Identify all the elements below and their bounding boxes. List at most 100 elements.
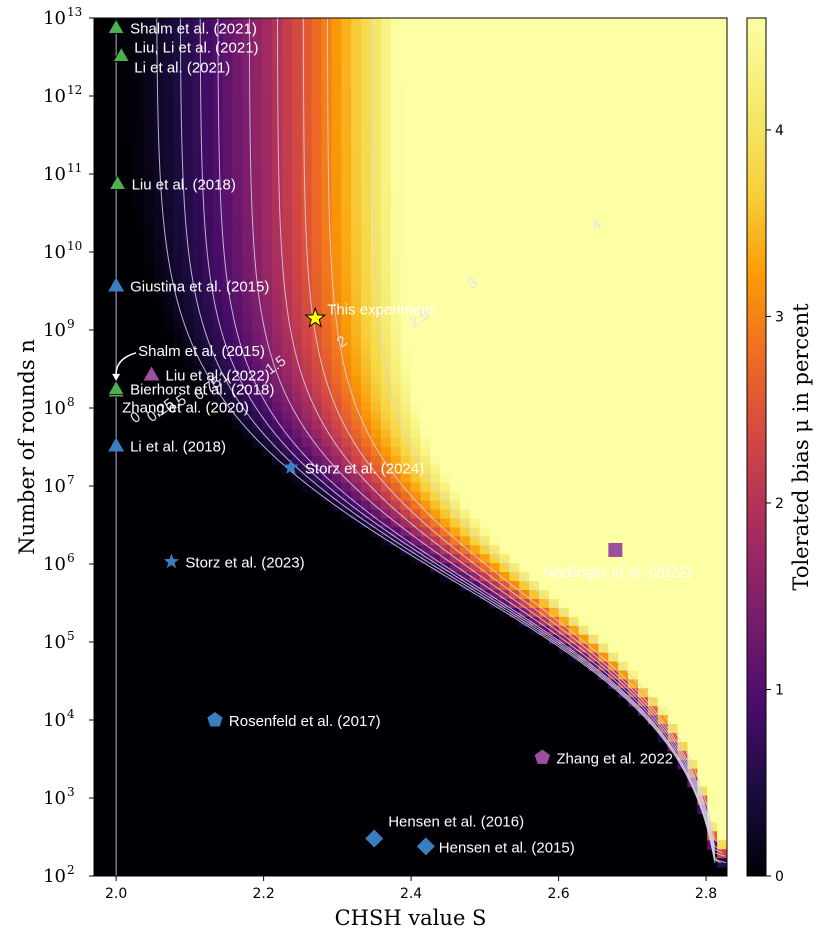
heatmap-cell bbox=[707, 205, 718, 216]
heatmap-cell bbox=[578, 420, 590, 430]
heatmap-cell bbox=[628, 312, 639, 323]
heatmap-cell bbox=[608, 625, 619, 636]
heatmap-cell bbox=[459, 125, 471, 135]
heatmap-cell bbox=[430, 304, 441, 314]
heatmap-cell bbox=[509, 268, 520, 278]
heatmap-cell bbox=[707, 697, 718, 707]
heatmap-cell bbox=[430, 420, 441, 430]
heatmap-cell bbox=[578, 572, 590, 582]
heatmap-cell bbox=[608, 18, 619, 28]
heatmap-cell bbox=[232, 107, 243, 117]
heatmap-cell bbox=[321, 107, 332, 117]
heatmap-cell bbox=[430, 500, 441, 511]
heatmap-cell bbox=[548, 187, 560, 198]
y-tick-label: 10 bbox=[43, 788, 66, 809]
heatmap-cell bbox=[628, 500, 639, 511]
heatmap-cell bbox=[361, 71, 372, 82]
heatmap-cell bbox=[469, 35, 481, 46]
heatmap-cell bbox=[420, 98, 431, 108]
heatmap-cell bbox=[430, 44, 441, 55]
heatmap-cell bbox=[430, 563, 441, 573]
heatmap-cell bbox=[697, 187, 708, 198]
heatmap-cell bbox=[707, 804, 718, 815]
heatmap-cell bbox=[509, 89, 520, 100]
heatmap-cell bbox=[430, 295, 441, 305]
heatmap-cell bbox=[667, 733, 679, 743]
heatmap-cell bbox=[489, 312, 501, 323]
heatmap-cell bbox=[628, 384, 639, 394]
heatmap-cell bbox=[618, 250, 629, 260]
heatmap-cell bbox=[489, 107, 501, 117]
heatmap-cell bbox=[262, 241, 273, 251]
heatmap-cell bbox=[539, 357, 550, 368]
heatmap-cell bbox=[420, 527, 431, 537]
heatmap-cell bbox=[202, 178, 214, 189]
heatmap-cell bbox=[657, 384, 669, 394]
heatmap-cell bbox=[677, 35, 689, 46]
heatmap-cell bbox=[637, 330, 649, 341]
heatmap-cell bbox=[637, 71, 649, 82]
heatmap-cell bbox=[410, 116, 421, 126]
heatmap-cell bbox=[390, 268, 402, 278]
heatmap-cell bbox=[469, 205, 481, 216]
heatmap-cell bbox=[469, 143, 481, 153]
heatmap-cell bbox=[291, 250, 303, 260]
heatmap-cell bbox=[361, 277, 372, 287]
heatmap-cell bbox=[252, 420, 263, 430]
heatmap-cell bbox=[667, 447, 679, 457]
heatmap-cell bbox=[291, 268, 303, 278]
heatmap-cell bbox=[459, 420, 471, 430]
heatmap-cell bbox=[677, 214, 689, 225]
heatmap-cell bbox=[548, 330, 560, 341]
heatmap-cell bbox=[578, 196, 590, 207]
heatmap-cell bbox=[222, 393, 234, 403]
heatmap-cell bbox=[420, 26, 431, 37]
heatmap-cell bbox=[281, 71, 293, 82]
heatmap-cell bbox=[568, 518, 580, 529]
heatmap-cell bbox=[578, 464, 590, 475]
heatmap-cell bbox=[608, 357, 619, 368]
heatmap-cell bbox=[598, 62, 609, 73]
heatmap-cell bbox=[637, 572, 649, 582]
heatmap-cell bbox=[192, 152, 204, 162]
heatmap-cell bbox=[687, 321, 698, 332]
heatmap-cell bbox=[707, 62, 718, 73]
x-tick-label: 2.6 bbox=[547, 886, 569, 902]
heatmap-cell bbox=[272, 205, 283, 216]
heatmap-cell bbox=[598, 196, 609, 207]
heatmap-cell bbox=[212, 286, 224, 296]
heatmap-cell bbox=[637, 80, 649, 91]
heatmap-cell bbox=[183, 161, 194, 171]
heatmap-cell bbox=[430, 393, 441, 403]
heatmap-cell bbox=[281, 295, 293, 305]
heatmap-cell bbox=[539, 482, 550, 493]
heatmap-cell bbox=[509, 232, 520, 243]
heatmap-cell bbox=[291, 44, 303, 55]
heatmap-cell bbox=[598, 607, 609, 618]
heatmap-cell bbox=[242, 295, 253, 305]
heatmap-cell bbox=[202, 321, 214, 332]
heatmap-cell bbox=[647, 500, 659, 511]
heatmap-cell bbox=[311, 295, 323, 305]
heatmap-cell bbox=[608, 527, 619, 537]
heatmap-cell bbox=[529, 304, 540, 314]
heatmap-cell bbox=[598, 420, 609, 430]
heatmap-cell bbox=[618, 581, 629, 591]
heatmap-cell bbox=[450, 241, 461, 251]
heatmap-cell bbox=[529, 366, 540, 377]
heatmap-cell bbox=[301, 187, 313, 198]
heatmap-cell bbox=[242, 187, 253, 198]
heatmap-cell bbox=[657, 98, 669, 108]
heatmap-cell bbox=[430, 143, 441, 153]
heatmap-cell bbox=[262, 393, 273, 403]
heatmap-cell bbox=[667, 312, 679, 323]
heatmap-cell bbox=[301, 312, 313, 323]
heatmap-cell bbox=[321, 312, 332, 323]
heatmap-cell bbox=[667, 80, 679, 91]
heatmap-cell bbox=[608, 241, 619, 251]
heatmap-cell bbox=[519, 178, 530, 189]
experiment-label: Giustina et al. (2015) bbox=[130, 279, 269, 296]
heatmap-cell bbox=[697, 607, 708, 618]
heatmap-cell bbox=[272, 330, 283, 341]
heatmap-cell bbox=[509, 438, 520, 448]
